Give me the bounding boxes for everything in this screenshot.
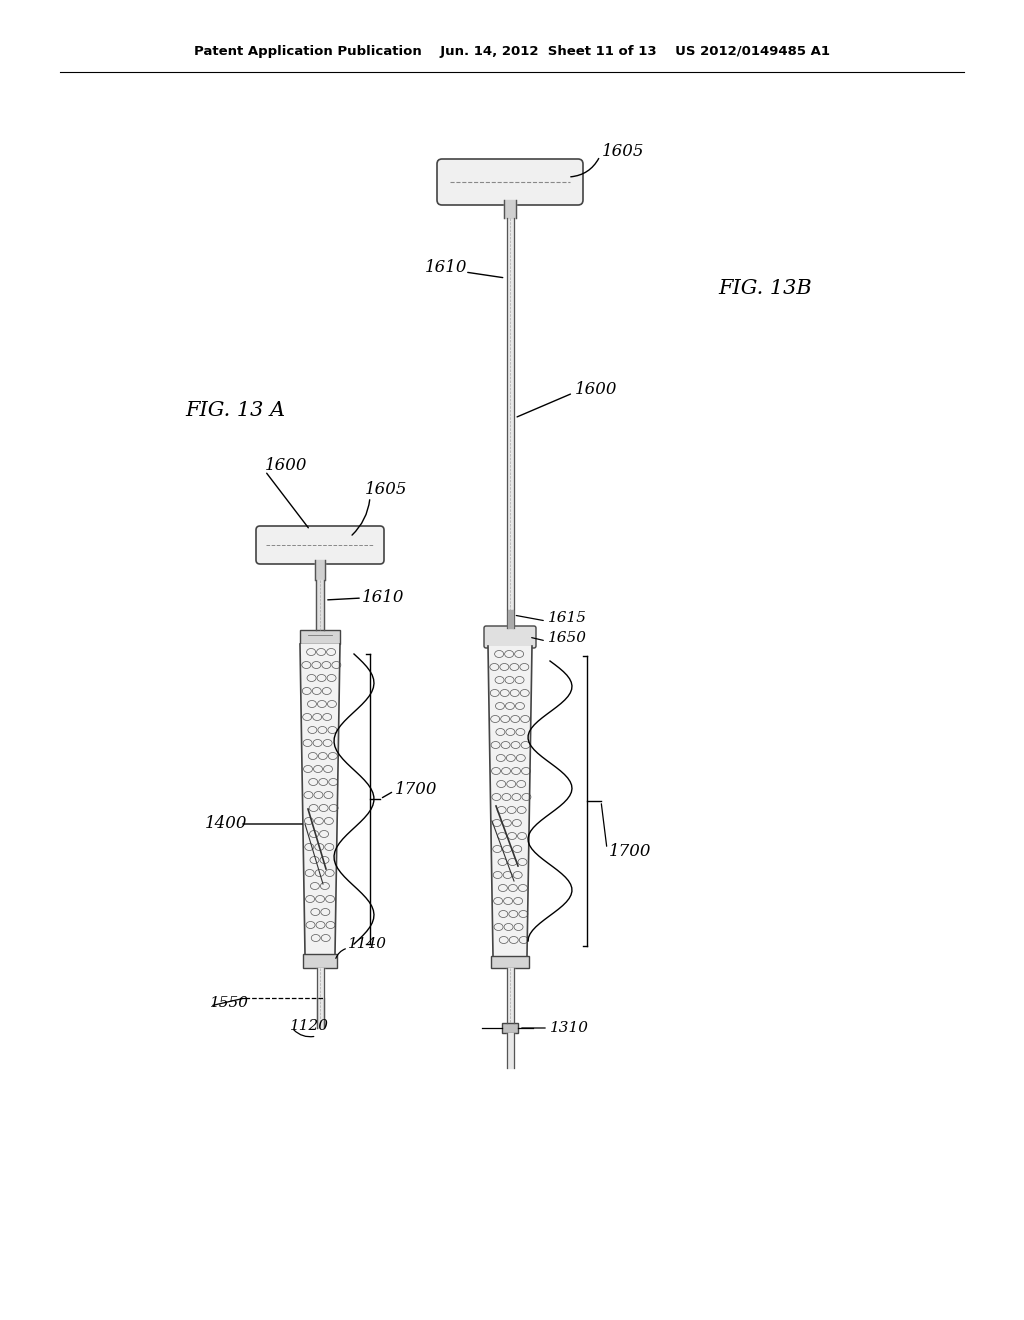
Bar: [303, 954, 337, 968]
Text: 1700: 1700: [609, 842, 651, 859]
Text: 1400: 1400: [205, 816, 248, 833]
Text: FIG. 13B: FIG. 13B: [718, 279, 812, 297]
Bar: [490, 956, 529, 968]
Bar: [300, 630, 340, 644]
Bar: [502, 1023, 518, 1034]
Text: 1140: 1140: [348, 937, 387, 950]
Text: FIG. 13 A: FIG. 13 A: [185, 400, 285, 420]
Polygon shape: [488, 645, 532, 956]
Text: 1600: 1600: [575, 381, 617, 399]
Text: 1605: 1605: [365, 482, 408, 499]
Polygon shape: [300, 644, 340, 954]
Text: 1550: 1550: [210, 997, 249, 1010]
Text: 1120: 1120: [290, 1019, 329, 1034]
Text: Patent Application Publication    Jun. 14, 2012  Sheet 11 of 13    US 2012/01494: Patent Application Publication Jun. 14, …: [194, 45, 830, 58]
Text: 1610: 1610: [425, 260, 468, 276]
Text: 1605: 1605: [602, 144, 644, 161]
FancyBboxPatch shape: [484, 626, 536, 648]
Text: 1610: 1610: [362, 590, 404, 606]
FancyBboxPatch shape: [437, 158, 583, 205]
Text: 1650: 1650: [548, 631, 587, 645]
FancyBboxPatch shape: [256, 525, 384, 564]
Text: 1600: 1600: [265, 457, 307, 474]
Text: 1310: 1310: [550, 1020, 589, 1035]
Text: 1615: 1615: [548, 611, 587, 624]
Text: 1700: 1700: [395, 780, 437, 797]
